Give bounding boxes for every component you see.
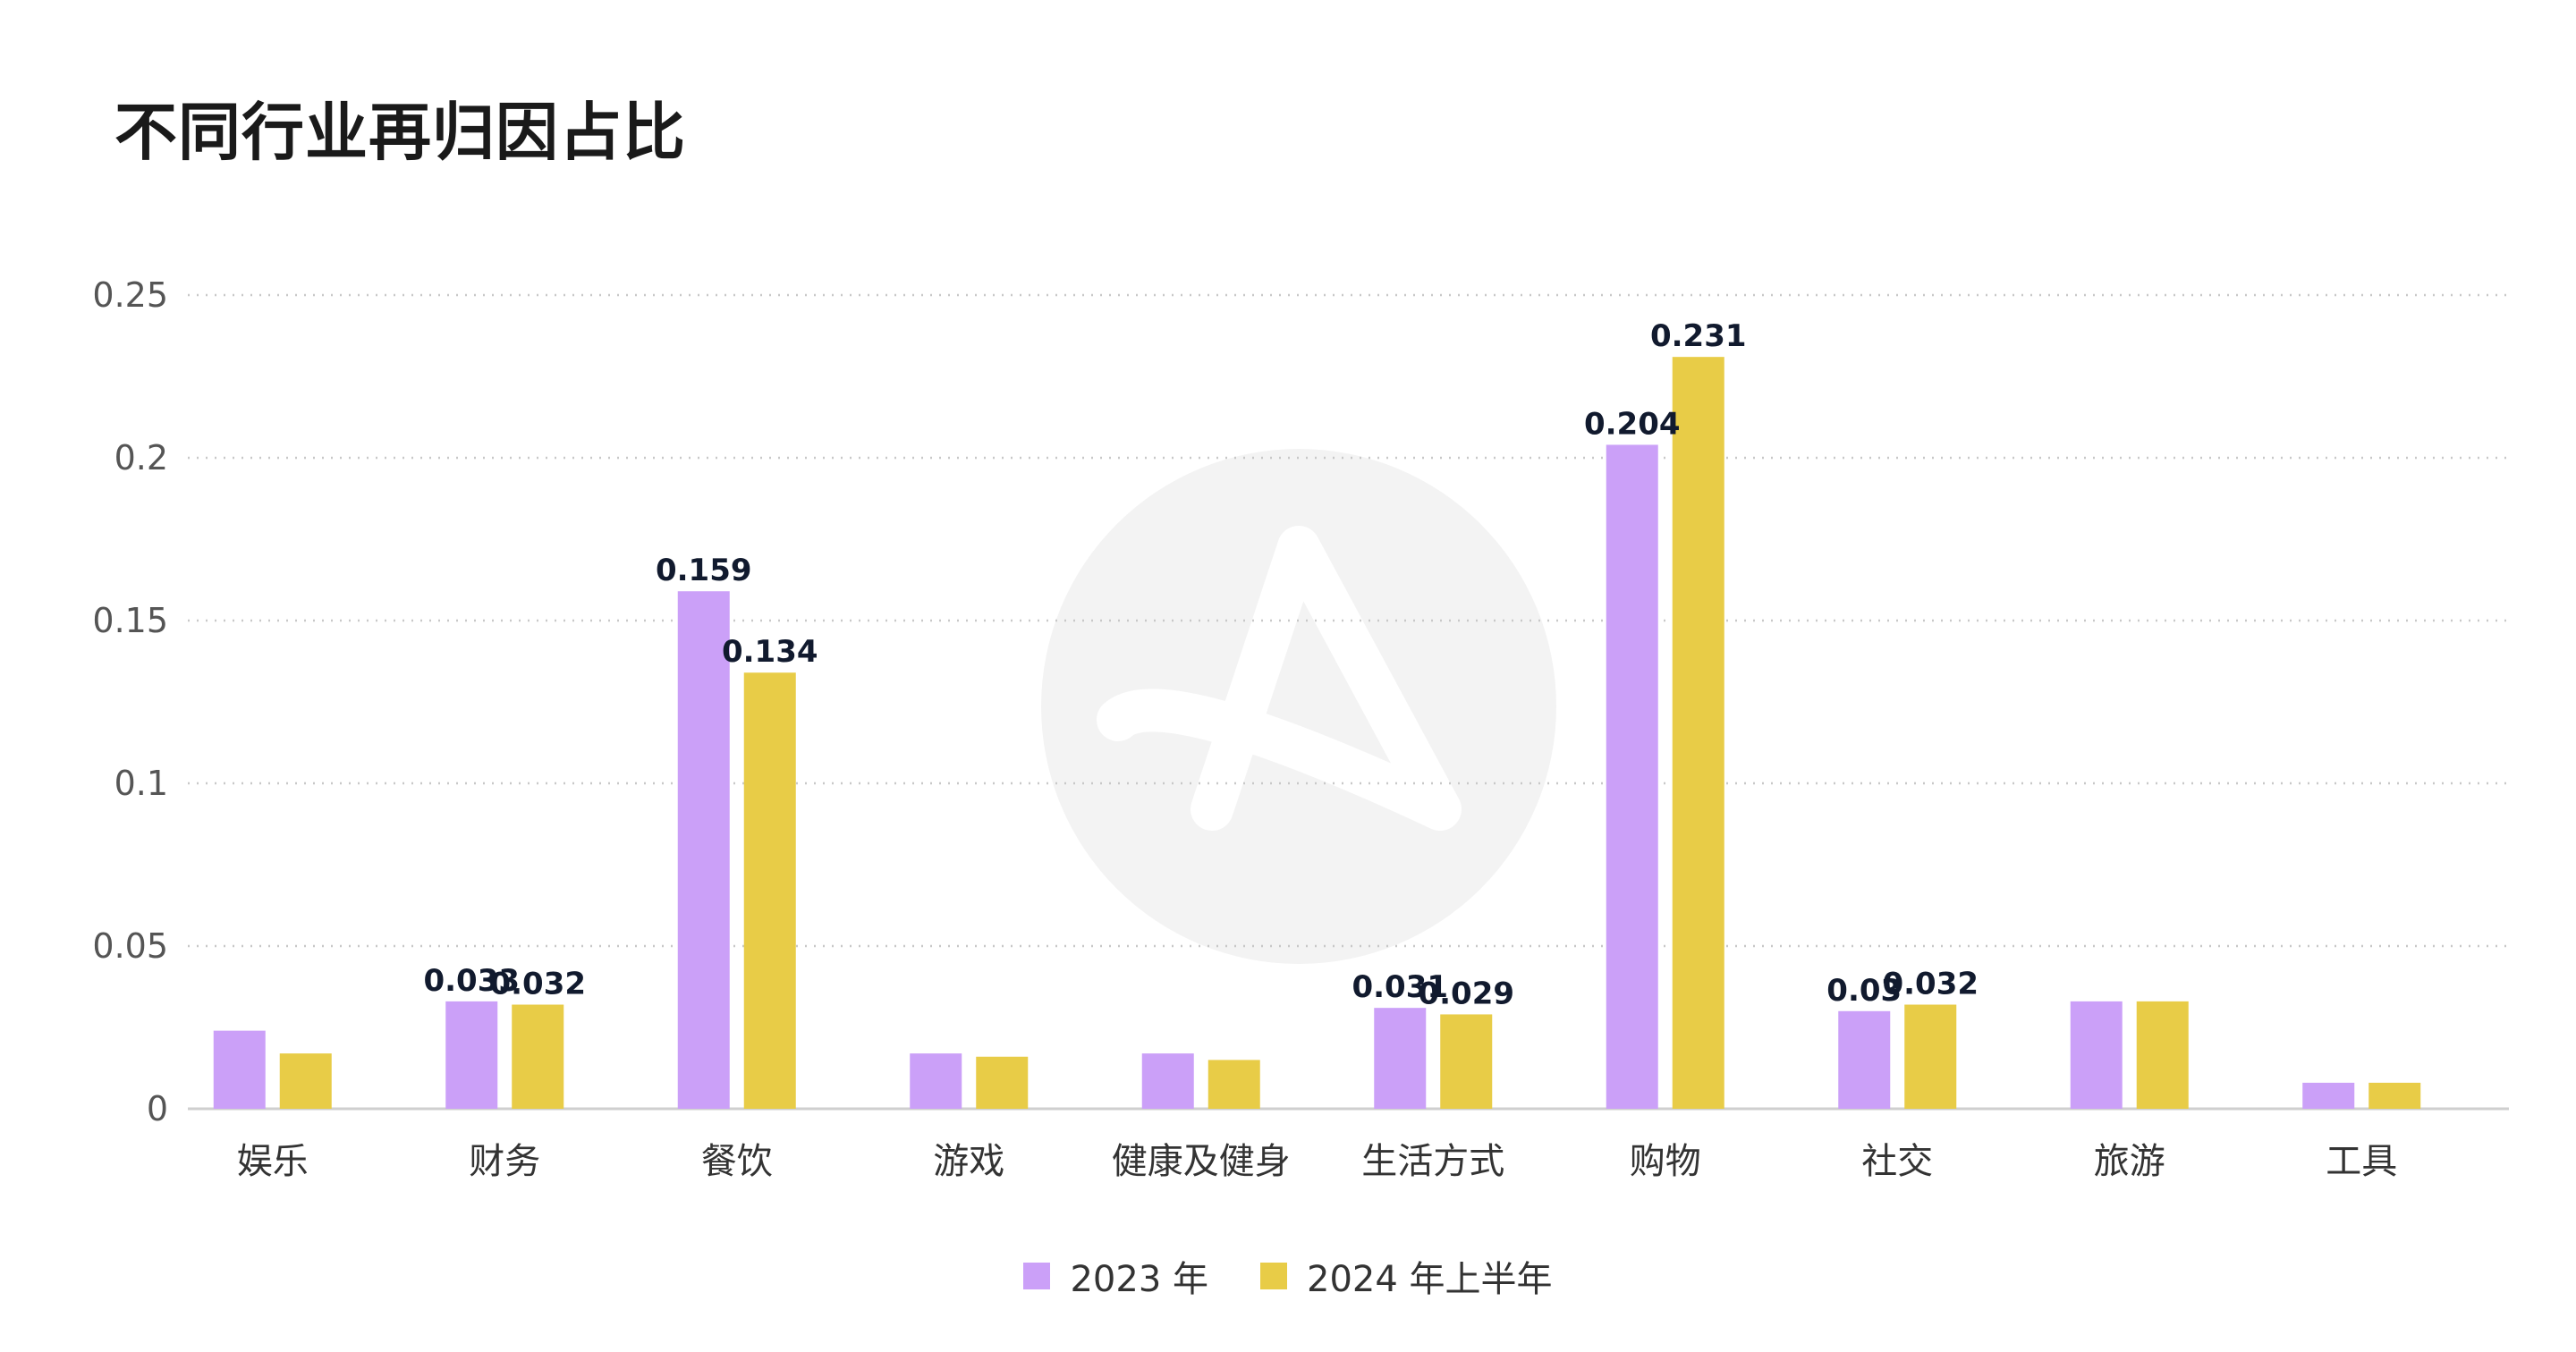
bar-series-2 (1440, 1014, 1493, 1109)
bar-series-1 (2070, 1001, 2123, 1109)
y-tick-label: 0 (147, 1089, 168, 1128)
x-tick-label: 购物 (1630, 1141, 1701, 1182)
watermark-logo (1041, 449, 1556, 964)
data-label: 0.231 (1650, 318, 1747, 354)
x-tick-label: 社交 (1861, 1141, 1933, 1182)
x-tick-label: 游戏 (933, 1141, 1004, 1182)
bar-series-2 (1904, 1004, 1957, 1109)
bar-series-1 (2302, 1082, 2355, 1109)
bar-series-1 (910, 1053, 962, 1109)
x-tick-label: 娱乐 (237, 1141, 309, 1182)
x-tick-label: 旅游 (2094, 1141, 2165, 1182)
y-tick-label: 0.15 (92, 601, 168, 640)
legend-swatch (1260, 1263, 1287, 1289)
chart-title: 不同行业再归因占比 (114, 96, 686, 169)
bar-series-2 (2136, 1001, 2189, 1109)
data-label: 0.029 (1418, 976, 1514, 1011)
bar-series-1 (1374, 1008, 1427, 1109)
data-label: 0.134 (722, 634, 818, 670)
x-tick-label: 生活方式 (1361, 1141, 1504, 1182)
bar-series-1 (1606, 444, 1658, 1109)
legend-label: 2023 年 (1070, 1259, 1208, 1300)
bar-series-2 (743, 672, 796, 1109)
bar-series-1 (677, 591, 730, 1109)
data-label: 0.159 (656, 553, 752, 588)
legend-item: 2024 年上半年 (1260, 1250, 1553, 1302)
x-tick-label: 餐饮 (701, 1141, 773, 1182)
x-tick-label: 工具 (2326, 1141, 2397, 1182)
bar-series-2 (2368, 1082, 2421, 1109)
y-tick-label: 0.25 (92, 275, 168, 315)
data-label: 0.03 (1826, 973, 1902, 1009)
bar-series-2 (1672, 357, 1724, 1109)
data-label: 0.033 (423, 963, 520, 999)
bar-series-1 (1838, 1010, 1891, 1109)
legend-label: 2024 年上半年 (1307, 1259, 1553, 1300)
data-label: 0.032 (489, 967, 586, 1002)
y-tick-label: 0.1 (114, 764, 168, 803)
x-tick-label: 健康及健身 (1112, 1141, 1291, 1182)
chart-legend: 2023 年 2024 年上半年 (0, 1250, 2576, 1302)
data-label: 0.032 (1882, 967, 1979, 1002)
y-tick-label: 0.05 (92, 926, 168, 966)
bar-series-1 (213, 1030, 266, 1109)
bar-series-2 (512, 1004, 564, 1109)
bar-series-2 (976, 1056, 1029, 1109)
y-tick-label: 0.2 (114, 438, 168, 477)
data-label: 0.204 (1584, 406, 1681, 442)
bar-series-2 (279, 1053, 332, 1109)
data-label: 0.031 (1352, 969, 1448, 1005)
bar-series-2 (1208, 1060, 1260, 1109)
legend-swatch (1023, 1263, 1051, 1289)
bar-series-1 (1141, 1053, 1194, 1109)
bar-series-1 (445, 1001, 498, 1109)
x-tick-label: 财务 (469, 1141, 540, 1182)
legend-item: 2023 年 (1023, 1250, 1208, 1302)
